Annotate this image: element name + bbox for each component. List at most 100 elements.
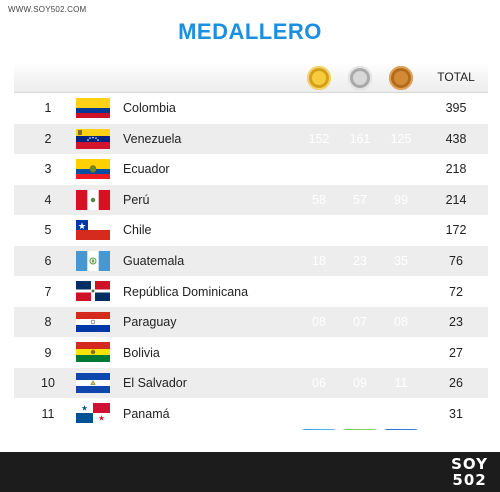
table-row: 7 República Dominicana 72 [14, 276, 488, 307]
country-cell: Venezuela [123, 131, 182, 146]
total-cell: 23 [449, 315, 463, 330]
gold-count-cell: 43 [312, 223, 326, 238]
table-row: 4 Perú 214 [14, 184, 488, 216]
silver-count-cell: 161 [349, 131, 371, 146]
country-cell: Ecuador [123, 162, 170, 177]
bronze-count-cell: 13 [394, 345, 408, 360]
gold-count-cell: 152 [308, 131, 330, 146]
rank-cell: 7 [44, 284, 52, 299]
bronze-count-cell: 76 [394, 223, 408, 238]
table-row: 11 Panamá 31 [14, 398, 488, 430]
bronze-count-cell: 20 [394, 406, 408, 421]
total-cell: 31 [449, 406, 463, 421]
silver-count-cell: 68 [353, 162, 367, 177]
table-row: 8 Paraguay 23 [14, 306, 488, 338]
country-cell: República Dominicana [123, 284, 249, 299]
rank-cell: 4 [44, 192, 52, 207]
silver-count-cell: 128 [349, 101, 371, 116]
gold-medal-icon [307, 66, 331, 90]
table-row: 10 El Salvador 26 [14, 367, 488, 399]
table-row: 2 Venezuela 438 [14, 123, 488, 155]
total-cell: 438 [445, 131, 467, 146]
panama-flag-icon [76, 403, 110, 424]
silver-count-cell: 09 [353, 376, 367, 391]
country-cell: Chile [123, 223, 152, 238]
silver-count-cell: 57 [353, 192, 367, 207]
silver-count-cell: 07 [353, 315, 367, 330]
bolivia-flag-icon [76, 342, 110, 363]
total-cell: 27 [449, 345, 463, 360]
rank-cell: 3 [44, 162, 52, 177]
rank-cell: 1 [44, 101, 52, 116]
table-row: 5 Chile 172 [14, 215, 488, 246]
table-row: 3 Ecuador 218 [14, 154, 488, 185]
country-cell: Paraguay [123, 315, 177, 330]
paraguay-flag-icon [76, 311, 110, 332]
rank-cell: 2 [44, 131, 52, 146]
gold-count-cell: 58 [312, 192, 326, 207]
silver-count-cell: 53 [353, 223, 367, 238]
total-cell: 218 [445, 162, 467, 177]
total-column-header: TOTAL [437, 70, 475, 84]
bronze-count-cell: 08 [394, 315, 408, 330]
table-row: 9 Bolivia 27 [14, 337, 488, 368]
silver-count-cell: 23 [353, 254, 367, 269]
logo-line-1: SOY [451, 455, 488, 473]
gold-count-cell: 64 [312, 162, 326, 177]
gold-count-cell: 06 [312, 376, 326, 391]
site-url: WWW.SOY502.COM [8, 5, 87, 14]
dominican-republic-flag-icon [76, 281, 110, 302]
bronze-count-cell: 106 [390, 101, 412, 116]
soy502-logo: SOY 502 [451, 456, 488, 488]
medal-table: TOTAL 1 Colombia 395 2 Venezuela 438 3 Ecuador 2… [14, 62, 488, 430]
bronze-count-cell: 99 [394, 192, 408, 207]
total-cell: 76 [449, 254, 463, 268]
country-cell: El Salvador [123, 376, 187, 391]
total-cell: 214 [445, 192, 467, 207]
table-row: 1 Colombia 395 [14, 93, 488, 124]
country-cell: Panamá [123, 406, 170, 421]
logo-line-2: 502 [452, 471, 487, 489]
bronze-count-cell: 86 [394, 162, 408, 177]
table-body: 1 Colombia 395 2 Venezuela 438 3 Ecuador 218 4 Per… [14, 93, 488, 430]
footer-bar: SOY 502 [0, 452, 500, 492]
silver-medal-icon [348, 66, 372, 90]
guatemala-flag-icon [76, 250, 110, 271]
gold-count-cell: 161 [308, 101, 330, 116]
gold-count-cell: 07 [312, 345, 326, 360]
gold-count-cell: 05 [312, 406, 326, 421]
ecuador-flag-icon [76, 159, 110, 180]
page-title: MEDALLERO [178, 19, 322, 44]
country-cell: Perú [123, 192, 150, 207]
silver-count-cell: 07 [353, 345, 367, 360]
rank-cell: 6 [44, 254, 52, 268]
gold-count-cell: 15 [312, 284, 326, 299]
table-header: TOTAL [14, 62, 488, 93]
bronze-count-cell: 11 [394, 376, 408, 391]
gold-count-cell: 18 [312, 254, 326, 269]
silver-count-cell: 17 [353, 284, 367, 299]
rank-cell: 11 [41, 406, 55, 421]
chile-flag-icon [76, 220, 110, 241]
total-cell: 395 [445, 101, 467, 116]
rank-cell: 5 [44, 223, 52, 238]
peru-flag-icon [76, 189, 110, 210]
colombia-flag-icon [76, 98, 110, 118]
total-cell: 172 [445, 223, 467, 238]
country-cell: Colombia [123, 101, 176, 116]
venezuela-flag-icon [76, 128, 110, 149]
total-cell: 72 [449, 284, 463, 299]
country-cell: Bolivia [123, 345, 160, 360]
rank-cell: 9 [44, 345, 52, 360]
total-cell: 26 [449, 376, 463, 391]
bronze-medal-icon [389, 66, 413, 90]
rank-cell: 10 [41, 376, 55, 391]
rank-cell: 8 [44, 315, 52, 330]
gold-count-cell: 08 [312, 315, 326, 330]
silver-count-cell: 06 [353, 406, 367, 421]
table-row: 6 Guatemala 76 [14, 245, 488, 277]
bronze-count-cell: 125 [390, 131, 412, 146]
country-cell: Guatemala [123, 254, 185, 268]
bronze-count-cell: 40 [394, 284, 408, 299]
bronze-count-cell: 35 [394, 254, 408, 269]
